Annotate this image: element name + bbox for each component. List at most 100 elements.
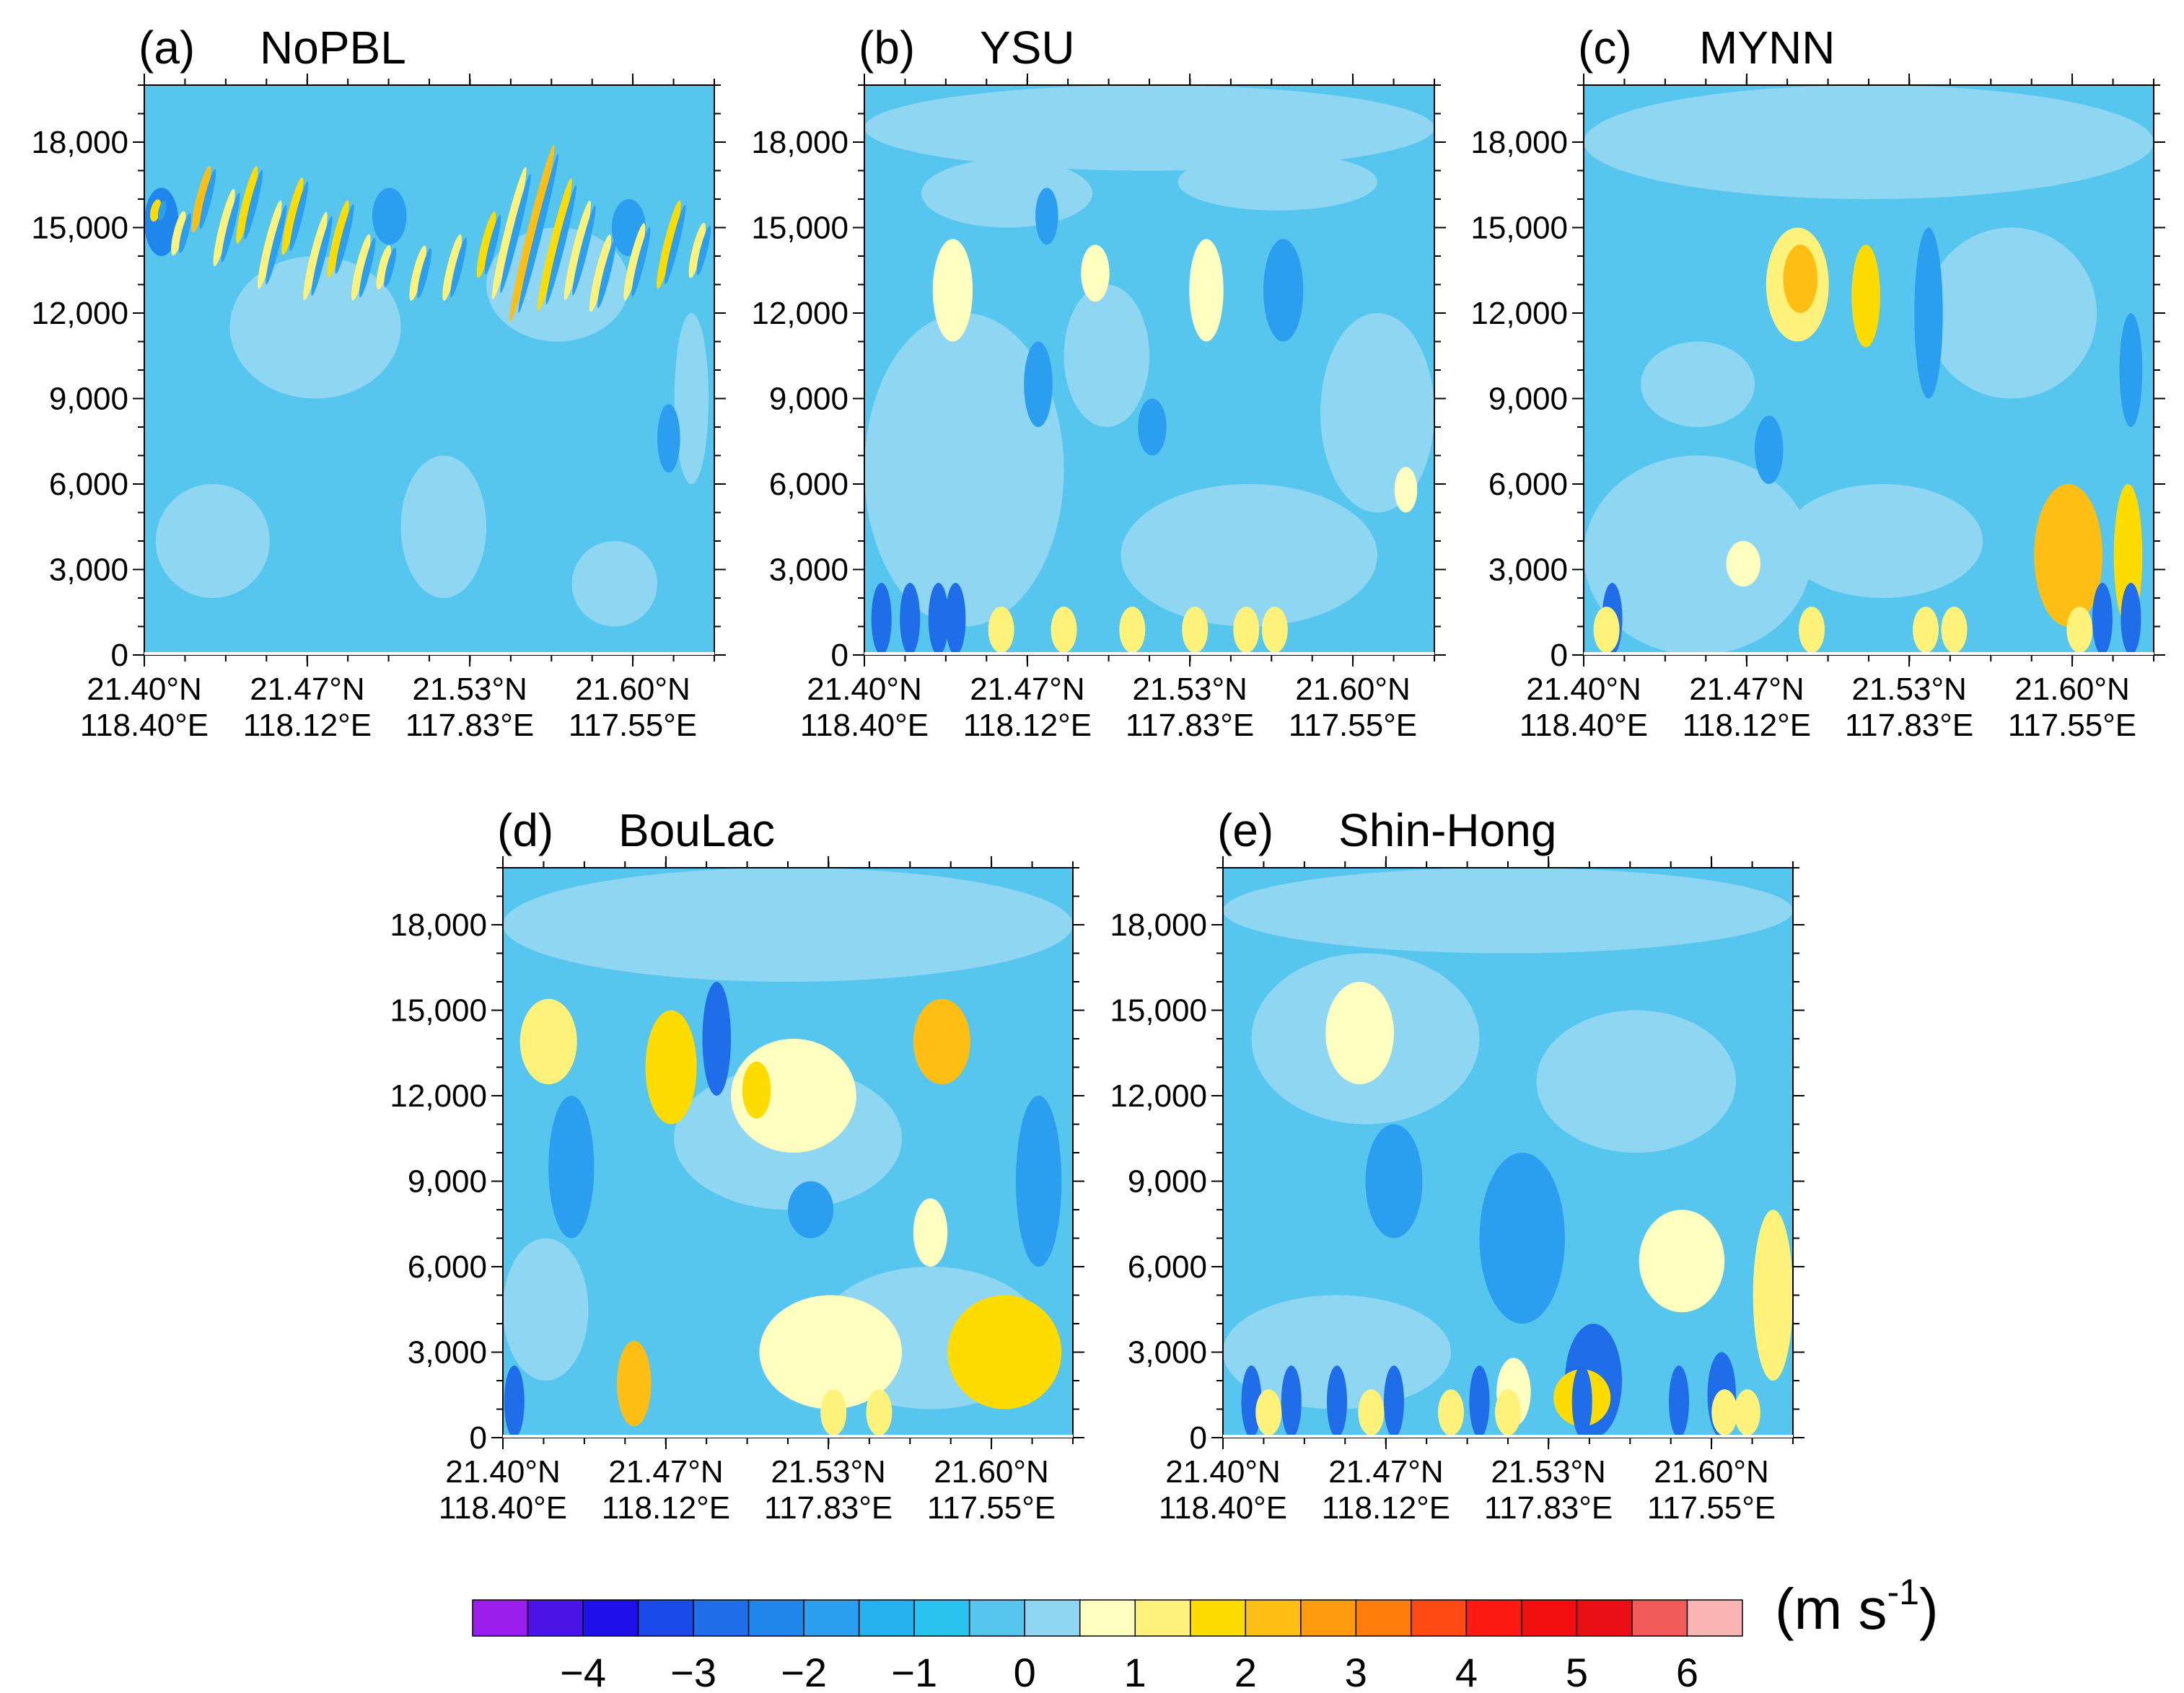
wave-streak: [171, 211, 186, 256]
y-tick-label: 15,000: [751, 211, 848, 246]
panel-letter: (d): [497, 804, 553, 856]
contour-field: [864, 85, 1434, 655]
colorbar-tick-label: −2: [781, 1650, 827, 1693]
contour-negative: [372, 188, 407, 245]
contour-region: [1584, 455, 1812, 655]
wave-streak: [476, 211, 496, 278]
colorbar-swatch: [1465, 1599, 1522, 1637]
y-tick-label: 12,000: [31, 296, 128, 331]
wave-trough: [359, 237, 376, 298]
contour-positive: [913, 1198, 948, 1267]
wave-streak: [409, 245, 426, 302]
surface-negative: [1469, 1366, 1490, 1438]
y-tick-label: 3,000: [1488, 553, 1568, 588]
surface-positive: [866, 1389, 893, 1435]
colorbar-tick-label: 3: [1345, 1650, 1367, 1693]
x-tick-label-lat: 21.40°N: [1165, 1454, 1280, 1490]
surface-negative: [2092, 583, 2113, 655]
contour-region: [1320, 313, 1434, 513]
wave-streak: [327, 200, 349, 278]
surface-positive: [1438, 1389, 1464, 1435]
y-tick-label: 9,000: [1128, 1164, 1207, 1200]
surface-positive: [1941, 607, 1968, 653]
colorbar-tick-label: −3: [670, 1650, 716, 1693]
surface-negative: [928, 583, 949, 655]
colorbar-swatch: [527, 1599, 584, 1637]
x-tick-label-lat: 21.40°N: [1526, 672, 1641, 707]
y-tick-label: 6,000: [769, 467, 848, 502]
y-tick-label: 12,000: [390, 1078, 487, 1114]
panel-title: YSU: [980, 22, 1075, 74]
colorbar-tick-label: 6: [1676, 1650, 1698, 1693]
y-tick-label: 12,000: [1110, 1078, 1207, 1114]
contour-negative: [2119, 313, 2143, 427]
panel-letter: (e): [1217, 804, 1273, 856]
contour-positive: [1394, 467, 1418, 513]
wave-streak: [281, 177, 304, 255]
contour-positive: [932, 239, 973, 342]
colorbar-swatch: [803, 1599, 860, 1637]
y-tick-label: 18,000: [390, 907, 487, 943]
x-tick-label-lat: 21.53°N: [1851, 672, 1966, 707]
x-tick-label-lat: 21.40°N: [807, 672, 921, 707]
contour-field: [1584, 85, 2154, 655]
contour-negative: [1914, 227, 1943, 399]
surface-positive: [988, 607, 1014, 653]
surface-positive: [1495, 1389, 1521, 1435]
x-tick-label-lat: 21.53°N: [412, 672, 527, 707]
colorbar-swatch: [1190, 1599, 1247, 1637]
ground-line: [503, 1435, 1073, 1438]
wave-streak: [537, 178, 572, 312]
x-tick-label-lat: 21.47°N: [250, 672, 364, 707]
colorbar-tick-label: 0: [1014, 1650, 1036, 1693]
x-tick-label-lat: 21.53°N: [1491, 1454, 1605, 1490]
wave-streak: [623, 223, 646, 301]
wave-trough: [572, 205, 596, 296]
panel-d: 0 3,000 6,000 9,000 12,000 15,000 18,000 21.40°…: [390, 804, 1084, 1526]
y-tick-label: 0: [470, 1420, 487, 1456]
surface-positive: [1799, 607, 1825, 653]
contour-positive: [759, 1295, 902, 1410]
panel-letter: (b): [859, 22, 915, 74]
colorbar-swatch: [1245, 1599, 1302, 1637]
panel-letter: (a): [139, 22, 195, 74]
y-tick-label: 3,000: [49, 553, 128, 588]
contour-positive: [2034, 484, 2102, 627]
panel-title: NoPBL: [260, 22, 406, 74]
contour-region: [864, 85, 1434, 171]
colorbar-tick-label: 1: [1124, 1650, 1146, 1693]
wave-streak: [563, 201, 591, 301]
y-tick-label: 18,000: [1470, 125, 1568, 160]
contour-negative: [1263, 239, 1304, 342]
contour-region: [503, 868, 1073, 982]
surface-negative: [504, 1366, 525, 1438]
surface-negative: [1571, 1366, 1592, 1438]
x-tick-label-lon: 117.83°E: [1845, 708, 1973, 743]
contour-region: [1584, 85, 2154, 199]
y-tick-label: 9,000: [408, 1164, 487, 1200]
surface-positive: [1261, 607, 1288, 653]
surface-negative: [945, 583, 966, 655]
wave-trough: [545, 185, 577, 304]
contour-negative: [1016, 1096, 1062, 1267]
surface-negative: [871, 583, 892, 655]
contour-region: [1064, 284, 1149, 427]
contour-positive: [1783, 245, 1817, 313]
wave-trough: [518, 154, 559, 313]
contour-region: [503, 1238, 589, 1381]
colorbar-swatch: [747, 1599, 804, 1637]
colorbar-swatch: [1576, 1599, 1633, 1637]
x-tick-label-lon: 118.12°E: [602, 1490, 730, 1526]
x-tick-label-lat: 21.47°N: [1328, 1454, 1443, 1490]
colorbar-swatch: [1300, 1599, 1357, 1637]
y-tick-label: 18,000: [31, 125, 128, 160]
wave-trough: [384, 247, 397, 288]
contour-negative: [548, 1096, 595, 1239]
surface-positive: [1711, 1389, 1738, 1435]
surface-positive: [820, 1389, 847, 1435]
x-tick-label-lon: 118.40°E: [1519, 708, 1648, 743]
colorbar-swatch: [637, 1599, 694, 1637]
contour-region: [1120, 484, 1377, 627]
ground-line: [1223, 1435, 1793, 1438]
contour-positive: [1081, 245, 1110, 302]
